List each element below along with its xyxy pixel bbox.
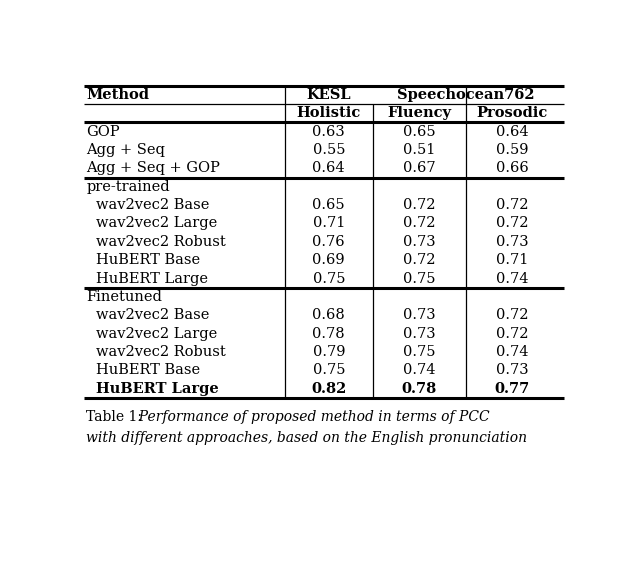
Text: HuBERT Base: HuBERT Base [96,253,200,267]
Text: 0.73: 0.73 [496,364,529,377]
Text: Prosodic: Prosodic [477,106,548,120]
Text: 0.75: 0.75 [403,345,435,359]
Text: Performance of proposed method in terms of PCC: Performance of proposed method in terms … [130,410,490,424]
Text: 0.75: 0.75 [313,272,345,286]
Text: 0.73: 0.73 [496,235,529,249]
Text: 0.78: 0.78 [312,327,345,341]
Text: 0.67: 0.67 [403,161,435,176]
Text: GOP: GOP [87,124,120,139]
Text: wav2vec2 Base: wav2vec2 Base [96,198,210,212]
Text: 0.55: 0.55 [313,143,345,157]
Text: 0.75: 0.75 [313,364,345,377]
Text: HuBERT Base: HuBERT Base [96,364,200,377]
Text: 0.76: 0.76 [312,235,345,249]
Text: wav2vec2 Robust: wav2vec2 Robust [96,235,226,249]
Text: 0.73: 0.73 [403,235,435,249]
Text: wav2vec2 Base: wav2vec2 Base [96,308,210,322]
Text: 0.75: 0.75 [403,272,435,286]
Text: 0.72: 0.72 [496,198,529,212]
Text: 0.73: 0.73 [403,308,435,322]
Text: Agg + Seq + GOP: Agg + Seq + GOP [87,161,220,176]
Text: KESL: KESL [307,88,351,102]
Text: HuBERT Large: HuBERT Large [96,272,208,286]
Text: Method: Method [87,88,149,102]
Text: Agg + Seq: Agg + Seq [87,143,165,157]
Text: 0.71: 0.71 [496,253,528,267]
Text: 0.73: 0.73 [403,327,435,341]
Text: pre-trained: pre-trained [87,179,170,194]
Text: 0.68: 0.68 [312,308,345,322]
Text: 0.79: 0.79 [313,345,345,359]
Text: 0.66: 0.66 [496,161,529,176]
Text: 0.71: 0.71 [313,216,345,231]
Text: 0.72: 0.72 [496,308,529,322]
Text: 0.72: 0.72 [496,327,529,341]
Text: wav2vec2 Robust: wav2vec2 Robust [96,345,226,359]
Text: 0.82: 0.82 [311,382,346,396]
Text: Fluency: Fluency [387,106,451,120]
Text: 0.64: 0.64 [312,161,345,176]
Text: 0.74: 0.74 [496,272,529,286]
Text: 0.72: 0.72 [496,216,529,231]
Text: 0.74: 0.74 [403,364,435,377]
Text: 0.74: 0.74 [496,345,529,359]
Text: Holistic: Holistic [296,106,361,120]
Text: 0.65: 0.65 [403,124,435,139]
Text: 0.63: 0.63 [312,124,345,139]
Text: HuBERT Large: HuBERT Large [96,382,219,396]
Text: Finetuned: Finetuned [87,290,162,304]
Text: 0.77: 0.77 [495,382,530,396]
Text: wav2vec2 Large: wav2vec2 Large [96,327,217,341]
Text: 0.51: 0.51 [403,143,435,157]
Text: 0.65: 0.65 [312,198,345,212]
Text: wav2vec2 Large: wav2vec2 Large [96,216,217,231]
Text: with different approaches, based on the English pronunciation: with different approaches, based on the … [87,431,527,445]
Text: 0.59: 0.59 [496,143,529,157]
Text: 0.78: 0.78 [402,382,437,396]
Text: Table 1:: Table 1: [87,410,142,424]
Text: 0.64: 0.64 [496,124,529,139]
Text: 0.69: 0.69 [312,253,345,267]
Text: 0.72: 0.72 [403,198,435,212]
Text: Speechocean762: Speechocean762 [397,88,535,102]
Text: 0.72: 0.72 [403,216,435,231]
Text: 0.72: 0.72 [403,253,435,267]
